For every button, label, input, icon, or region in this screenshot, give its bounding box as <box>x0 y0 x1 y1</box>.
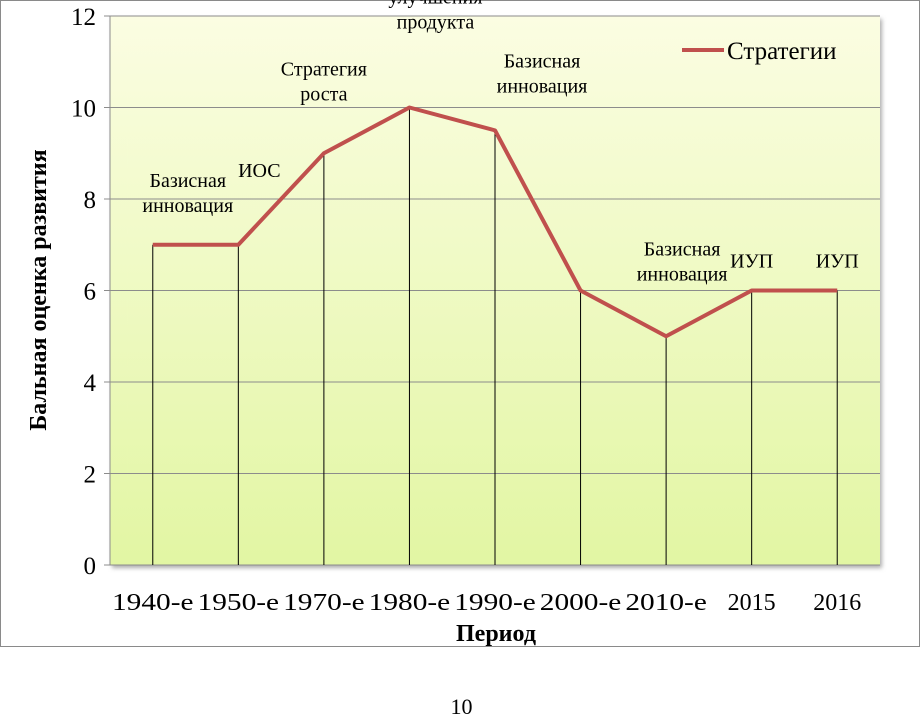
data-label-line: роста <box>300 83 347 105</box>
y-tick-label: 12 <box>71 4 96 31</box>
y-axis-title: Бальная оценка развития <box>26 149 52 430</box>
x-tick-label: 1970-е <box>283 590 365 616</box>
y-tick-label: 8 <box>84 187 97 214</box>
x-axis-title: Период <box>456 621 536 647</box>
y-tick-label: 0 <box>84 553 97 580</box>
data-label-line: продукта <box>397 12 475 34</box>
data-label-line: Базисная <box>149 170 226 192</box>
y-tick-label: 2 <box>84 462 97 489</box>
x-tick-label: 1950-е <box>198 590 280 616</box>
data-label-line: ИУП <box>730 251 773 273</box>
data-label-line: ИОС <box>238 160 280 182</box>
y-tick-label: 10 <box>71 96 96 123</box>
data-label-line: Базисная <box>644 238 721 260</box>
data-label: Базисная инновация <box>637 238 728 285</box>
data-label-line: Стратегия <box>281 58 367 80</box>
y-tick-label: 4 <box>84 370 97 397</box>
y-tick-label: 6 <box>84 279 97 306</box>
data-label: ИОС <box>238 160 280 182</box>
x-tick-label: 2016 <box>813 590 861 616</box>
data-label: Базисная инновация <box>497 50 588 97</box>
data-label: ИУП <box>730 251 773 273</box>
data-label: Базисная инновация <box>142 170 233 217</box>
data-label-line: инновация <box>637 263 728 285</box>
data-label-line: инновация <box>142 195 233 217</box>
data-label-line: ИУП <box>816 251 859 273</box>
x-tick-label: 1980-е <box>369 590 451 616</box>
data-label-line: инновация <box>497 75 588 97</box>
page-number: 10 <box>450 694 473 719</box>
x-tick-label: 2000-е <box>540 590 622 616</box>
chart-frame <box>0 0 920 647</box>
data-label: Стратегия роста <box>281 58 367 105</box>
data-label: ИУП <box>816 251 859 273</box>
x-tick-label: 2010-е <box>625 590 707 616</box>
data-label-line: Базисная <box>504 50 581 72</box>
x-tick-label: 2015 <box>728 590 776 616</box>
legend-label: Стратегии <box>727 38 837 65</box>
data-label-line: улучшения <box>388 0 482 9</box>
series-line-strategies <box>152 105 838 339</box>
x-tick-label: 1940-е <box>112 590 194 616</box>
legend: Стратегии <box>682 38 837 65</box>
x-tick-label: 1990-е <box>454 590 536 616</box>
data-label: Инновацияулучшенияпродукта <box>388 0 482 34</box>
